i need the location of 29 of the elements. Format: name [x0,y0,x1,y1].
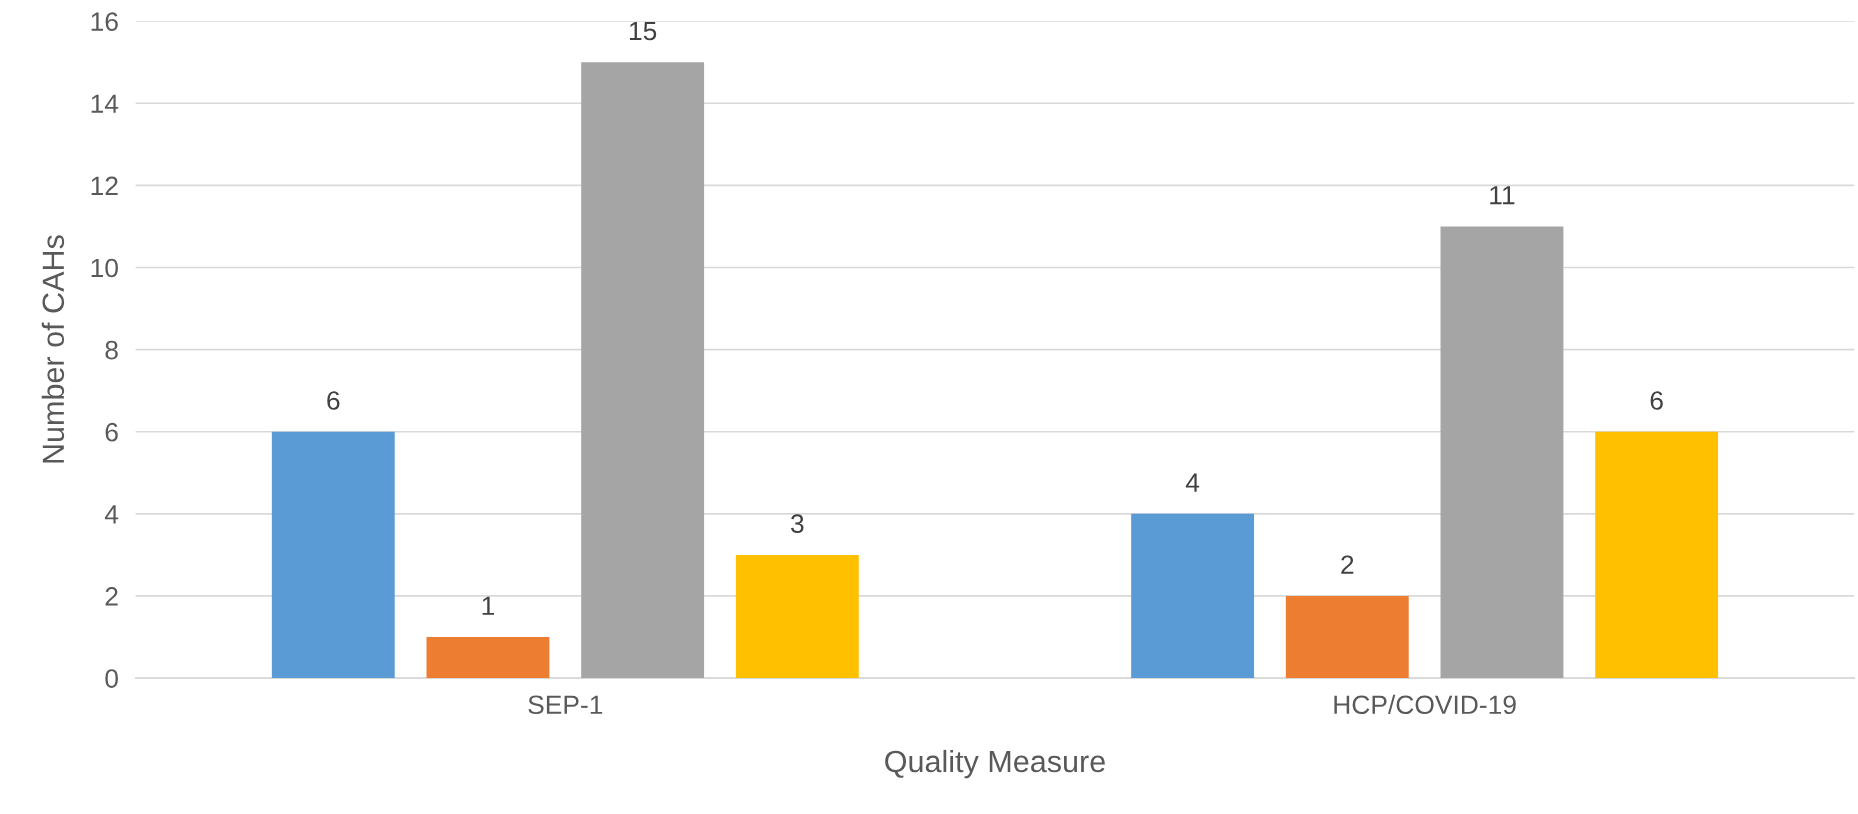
data-label: 11 [1490,186,1515,205]
y-tick-label: 14 [91,94,119,113]
bar [1595,431,1719,679]
y-tick-label: 8 [105,340,118,360]
data-label: 15 [629,21,657,41]
y-tick-label: 4 [104,505,119,524]
data-label: 4 [1185,473,1200,492]
bar [426,637,550,679]
data-label: 1 [482,596,495,615]
bar [735,554,859,679]
data-label: 3 [790,514,804,534]
x-tick-label: HCP/COVID-19 [1334,694,1516,715]
y-axis-title: Number of CAHs [41,235,65,463]
bar [581,62,705,679]
y-tick-label: 0 [105,669,118,688]
data-label: 6 [1650,391,1663,410]
y-tick-label: 12 [91,176,118,195]
y-tick-label: 6 [105,422,118,442]
data-label: 6 [327,391,340,410]
bar [271,431,395,679]
bar [1131,513,1255,679]
y-tick-label: 2 [105,587,118,606]
x-axis-title: Quality Measure [885,749,1105,779]
bar [1440,226,1564,679]
x-tick-label: SEP-1 [528,695,603,715]
y-tick-label: 16 [91,12,118,31]
data-label: 2 [1341,555,1354,574]
bar [1285,595,1409,679]
y-tick-label: 10 [91,258,118,278]
